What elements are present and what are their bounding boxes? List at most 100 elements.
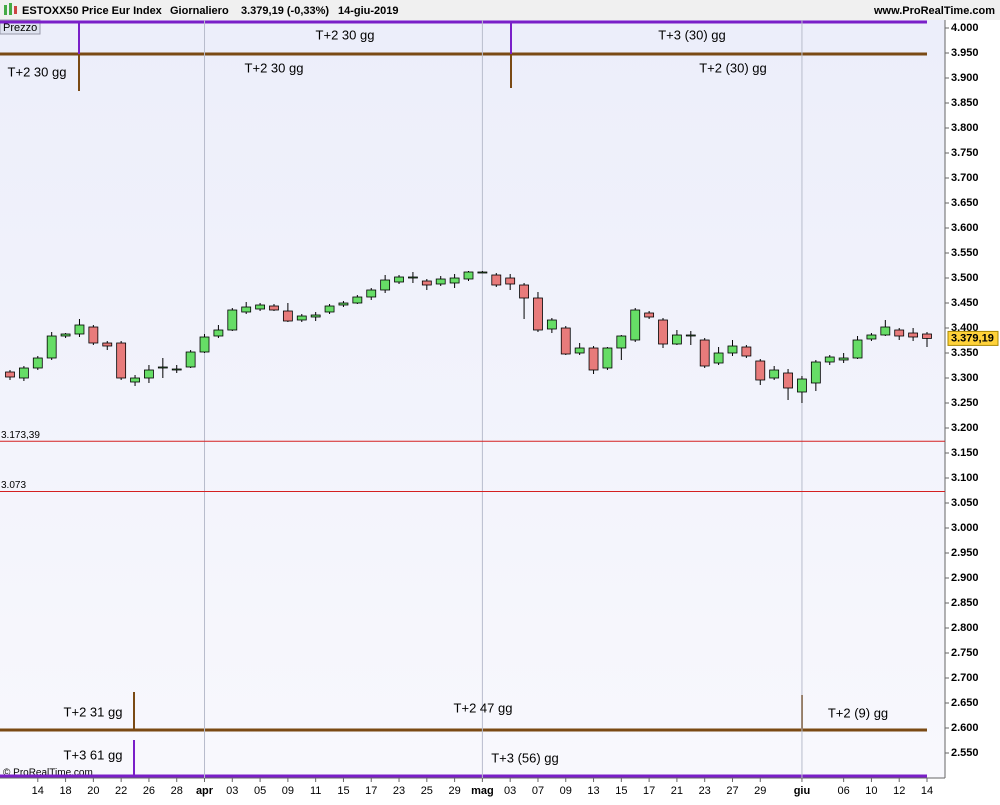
candle-body bbox=[144, 369, 154, 379]
x-tick-label: 27 bbox=[726, 785, 738, 797]
candle-body bbox=[560, 327, 571, 355]
y-tick-label: 2.650 bbox=[951, 697, 979, 709]
x-tick-label: 21 bbox=[671, 785, 683, 797]
y-tick-label: 3.950 bbox=[951, 47, 979, 59]
candle-body bbox=[519, 284, 529, 299]
x-tick-label: 05 bbox=[254, 785, 266, 797]
candle-body bbox=[477, 271, 488, 274]
candle-body bbox=[269, 305, 279, 311]
candle-body bbox=[5, 371, 15, 378]
y-tick-label: 2.750 bbox=[951, 647, 979, 659]
copyright: © ProRealTime.com bbox=[3, 768, 93, 779]
y-tick-label: 3.500 bbox=[951, 272, 979, 284]
y-tick-label: 3.100 bbox=[951, 472, 979, 484]
candle-body bbox=[227, 309, 238, 331]
candle-body bbox=[421, 280, 432, 286]
header-title: ESTOXX50 Price Eur Index bbox=[22, 5, 163, 17]
x-tick-label: 14 bbox=[32, 785, 44, 797]
x-tick-label: 15 bbox=[615, 785, 627, 797]
candle-body bbox=[783, 372, 793, 389]
candle-body bbox=[602, 347, 613, 369]
y-tick-label: 3.900 bbox=[951, 72, 979, 84]
x-tick-label: 15 bbox=[337, 785, 349, 797]
level-label: 3.073 bbox=[1, 480, 26, 491]
y-tick-label: 3.750 bbox=[951, 147, 979, 159]
candle-body bbox=[644, 312, 655, 318]
x-tick-label: 14 bbox=[921, 785, 933, 797]
annotation: T+3 61 gg bbox=[64, 747, 123, 762]
candle-body bbox=[755, 360, 766, 381]
y-tick-label: 3.550 bbox=[951, 247, 979, 259]
candle-body bbox=[46, 335, 57, 359]
icon bbox=[4, 5, 7, 15]
x-tick-label: mag bbox=[471, 785, 494, 797]
x-tick-label: 25 bbox=[421, 785, 433, 797]
x-tick-label: 17 bbox=[643, 785, 655, 797]
header-quote: 3.379,19 (-0,33%) bbox=[241, 5, 329, 17]
candle-body bbox=[797, 378, 807, 393]
candle-body bbox=[338, 302, 349, 306]
candle-body bbox=[672, 334, 682, 345]
x-tick-label: 10 bbox=[865, 785, 877, 797]
x-tick-label: 29 bbox=[754, 785, 766, 797]
x-tick-label: 18 bbox=[59, 785, 71, 797]
x-tick-label: 12 bbox=[893, 785, 905, 797]
y-tick-label: 3.450 bbox=[951, 297, 979, 309]
x-tick-label: 28 bbox=[171, 785, 183, 797]
candle-body bbox=[394, 276, 404, 283]
level-label: 3.173,39 bbox=[1, 430, 40, 441]
x-tick-label: apr bbox=[196, 785, 214, 797]
candle-body bbox=[435, 278, 446, 285]
x-tick-label: 09 bbox=[282, 785, 294, 797]
x-tick-label: 09 bbox=[560, 785, 572, 797]
candle-body bbox=[616, 335, 627, 349]
y-tick-label: 3.300 bbox=[951, 372, 979, 384]
candle-body bbox=[713, 352, 724, 364]
annotation: T+2 (30) gg bbox=[699, 60, 767, 75]
candle-body bbox=[491, 274, 502, 286]
x-tick-label: 20 bbox=[87, 785, 99, 797]
annotation: T+2 30 gg bbox=[8, 64, 67, 79]
annotation: T+2 47 gg bbox=[454, 700, 513, 715]
x-tick-label: 03 bbox=[504, 785, 516, 797]
candle-body bbox=[546, 319, 557, 330]
candle-body bbox=[60, 333, 71, 337]
last-price-box bbox=[947, 330, 999, 346]
candle-body bbox=[18, 367, 29, 379]
x-tick-label: 07 bbox=[532, 785, 544, 797]
y-tick-label: 3.250 bbox=[951, 397, 979, 409]
candle-body bbox=[658, 319, 668, 345]
header-bar bbox=[0, 0, 1000, 20]
candle-body bbox=[366, 289, 377, 298]
candle-body bbox=[310, 314, 321, 318]
candle-body bbox=[102, 342, 113, 347]
header-site[interactable]: www.ProRealTime.com bbox=[873, 5, 995, 17]
candle-body bbox=[533, 297, 543, 331]
candle-body bbox=[74, 324, 85, 335]
y-tick-label: 3.050 bbox=[951, 497, 979, 509]
x-tick-label: 23 bbox=[393, 785, 405, 797]
candle-body bbox=[824, 356, 835, 363]
candle-body bbox=[282, 310, 293, 322]
x-tick-label: 03 bbox=[226, 785, 238, 797]
y-tick-label: 3.700 bbox=[951, 172, 979, 184]
icon bbox=[14, 6, 17, 14]
candle-body bbox=[866, 334, 877, 340]
candle-body bbox=[324, 305, 335, 313]
candle-body bbox=[741, 346, 752, 357]
candle-body bbox=[296, 315, 307, 321]
candle-body bbox=[769, 369, 780, 379]
x-tick-label: giu bbox=[794, 785, 811, 797]
candle-body bbox=[157, 366, 168, 369]
candle-body bbox=[255, 304, 265, 310]
candle-body bbox=[32, 357, 43, 369]
candle-body bbox=[463, 271, 474, 280]
candle-body bbox=[699, 339, 710, 367]
candle-body bbox=[449, 277, 460, 284]
annotation: T+2 30 gg bbox=[245, 60, 304, 75]
candle-body bbox=[894, 329, 905, 337]
y-tick-label: 2.950 bbox=[951, 547, 979, 559]
candle-body bbox=[588, 347, 599, 371]
x-tick-label: 29 bbox=[448, 785, 460, 797]
